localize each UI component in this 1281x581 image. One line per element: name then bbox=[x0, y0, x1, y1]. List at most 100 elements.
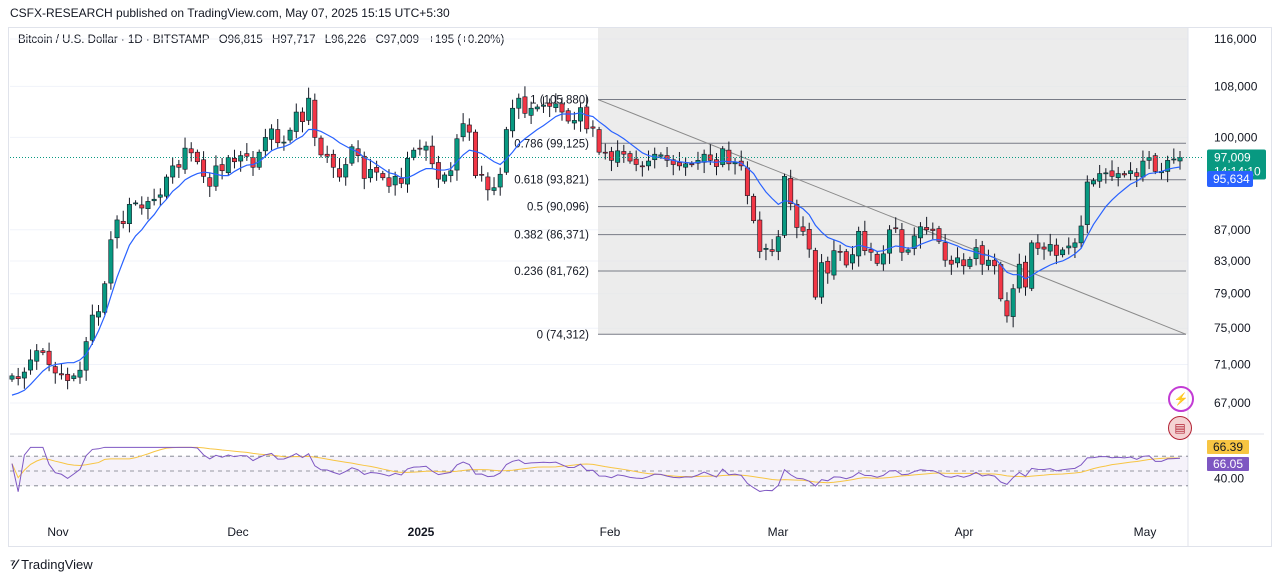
candle[interactable] bbox=[646, 150, 651, 171]
candle[interactable] bbox=[1041, 242, 1047, 260]
candle[interactable] bbox=[28, 349, 34, 375]
candle[interactable] bbox=[281, 135, 287, 151]
candle[interactable] bbox=[188, 142, 194, 162]
candle[interactable] bbox=[330, 149, 336, 178]
candle[interactable] bbox=[565, 108, 571, 124]
candle[interactable] bbox=[948, 255, 954, 275]
candle[interactable] bbox=[1053, 238, 1059, 265]
candle[interactable] bbox=[528, 101, 534, 125]
candle[interactable] bbox=[819, 254, 825, 304]
candle[interactable] bbox=[1097, 164, 1103, 188]
candle[interactable] bbox=[96, 305, 101, 326]
candle[interactable] bbox=[269, 124, 275, 151]
candle[interactable] bbox=[21, 367, 27, 389]
candle[interactable] bbox=[367, 158, 373, 183]
candle[interactable] bbox=[207, 173, 213, 197]
candle[interactable] bbox=[1023, 255, 1028, 296]
candle[interactable] bbox=[151, 188, 157, 206]
candle[interactable] bbox=[454, 134, 460, 181]
candle[interactable] bbox=[1146, 151, 1152, 170]
candle[interactable] bbox=[720, 146, 726, 168]
candle[interactable] bbox=[460, 113, 466, 142]
candle[interactable] bbox=[102, 281, 108, 315]
candle[interactable] bbox=[429, 135, 435, 169]
candle[interactable] bbox=[578, 102, 584, 132]
candle[interactable] bbox=[843, 248, 849, 268]
candle[interactable] bbox=[775, 230, 781, 261]
candle[interactable] bbox=[392, 171, 398, 196]
candle[interactable] bbox=[1066, 237, 1072, 255]
candle[interactable] bbox=[318, 135, 324, 158]
candle[interactable] bbox=[522, 86, 528, 118]
candle[interactable] bbox=[485, 172, 491, 201]
candle[interactable] bbox=[34, 344, 40, 370]
candle[interactable] bbox=[299, 107, 305, 133]
candle[interactable] bbox=[911, 227, 917, 256]
candle[interactable] bbox=[133, 200, 139, 206]
candle[interactable] bbox=[1084, 175, 1090, 234]
candle[interactable] bbox=[670, 155, 676, 176]
candle[interactable] bbox=[1029, 240, 1035, 292]
candle[interactable] bbox=[182, 137, 188, 174]
candle[interactable] bbox=[782, 173, 787, 239]
candle[interactable] bbox=[40, 348, 46, 356]
candle[interactable] bbox=[1035, 234, 1041, 255]
candle[interactable] bbox=[503, 126, 509, 175]
candle[interactable] bbox=[343, 157, 349, 186]
candle[interactable] bbox=[324, 145, 330, 163]
candle[interactable] bbox=[15, 367, 21, 386]
candle[interactable] bbox=[83, 336, 89, 381]
candle[interactable] bbox=[942, 234, 948, 267]
candle[interactable] bbox=[893, 217, 899, 233]
candle[interactable] bbox=[71, 373, 77, 382]
candle[interactable] bbox=[157, 188, 163, 206]
candle[interactable] bbox=[794, 199, 800, 239]
candle[interactable] bbox=[225, 154, 231, 176]
candle[interactable] bbox=[763, 243, 769, 261]
candle[interactable] bbox=[757, 211, 763, 259]
candle[interactable] bbox=[800, 216, 806, 236]
candle[interactable] bbox=[967, 256, 973, 270]
candle[interactable] bbox=[1171, 148, 1177, 164]
candle[interactable] bbox=[683, 157, 689, 176]
candle[interactable] bbox=[596, 126, 602, 155]
candle[interactable] bbox=[924, 216, 930, 235]
candle[interactable] bbox=[868, 242, 874, 261]
candle[interactable] bbox=[751, 193, 757, 224]
candle[interactable] bbox=[473, 129, 478, 179]
candle[interactable] bbox=[541, 96, 546, 113]
symbol-title[interactable]: Bitcoin / U.S. Dollar · 1D · BITSTAMP bbox=[18, 34, 210, 46]
candle[interactable] bbox=[571, 111, 577, 130]
candle[interactable] bbox=[201, 151, 207, 184]
candle[interactable] bbox=[1121, 170, 1127, 178]
candle[interactable] bbox=[608, 146, 614, 172]
candle[interactable] bbox=[170, 157, 176, 184]
candle[interactable] bbox=[955, 247, 960, 268]
candle[interactable] bbox=[52, 361, 58, 384]
symbol-legend[interactable]: Bitcoin / U.S. Dollar · 1D · BITSTAMP O9… bbox=[18, 34, 510, 46]
candle[interactable] bbox=[992, 253, 998, 275]
candle[interactable] bbox=[139, 196, 145, 215]
candle[interactable] bbox=[262, 128, 268, 158]
candle[interactable] bbox=[466, 118, 472, 141]
candle[interactable] bbox=[714, 153, 719, 176]
candle[interactable] bbox=[769, 239, 775, 257]
candle[interactable] bbox=[9, 373, 15, 382]
candle[interactable] bbox=[930, 222, 936, 240]
candle[interactable] bbox=[1115, 166, 1121, 187]
candle[interactable] bbox=[850, 246, 855, 270]
candle[interactable] bbox=[126, 197, 132, 233]
candle[interactable] bbox=[411, 147, 417, 161]
candle[interactable] bbox=[899, 222, 905, 261]
candle[interactable] bbox=[176, 159, 182, 178]
candle[interactable] bbox=[423, 141, 429, 161]
candle[interactable] bbox=[1134, 168, 1140, 188]
candle[interactable] bbox=[232, 149, 237, 169]
candle[interactable] bbox=[837, 244, 843, 261]
candle[interactable] bbox=[58, 363, 64, 380]
candle[interactable] bbox=[120, 210, 126, 229]
candle[interactable] bbox=[442, 172, 448, 184]
candle[interactable] bbox=[880, 245, 886, 271]
candle[interactable] bbox=[856, 226, 862, 267]
